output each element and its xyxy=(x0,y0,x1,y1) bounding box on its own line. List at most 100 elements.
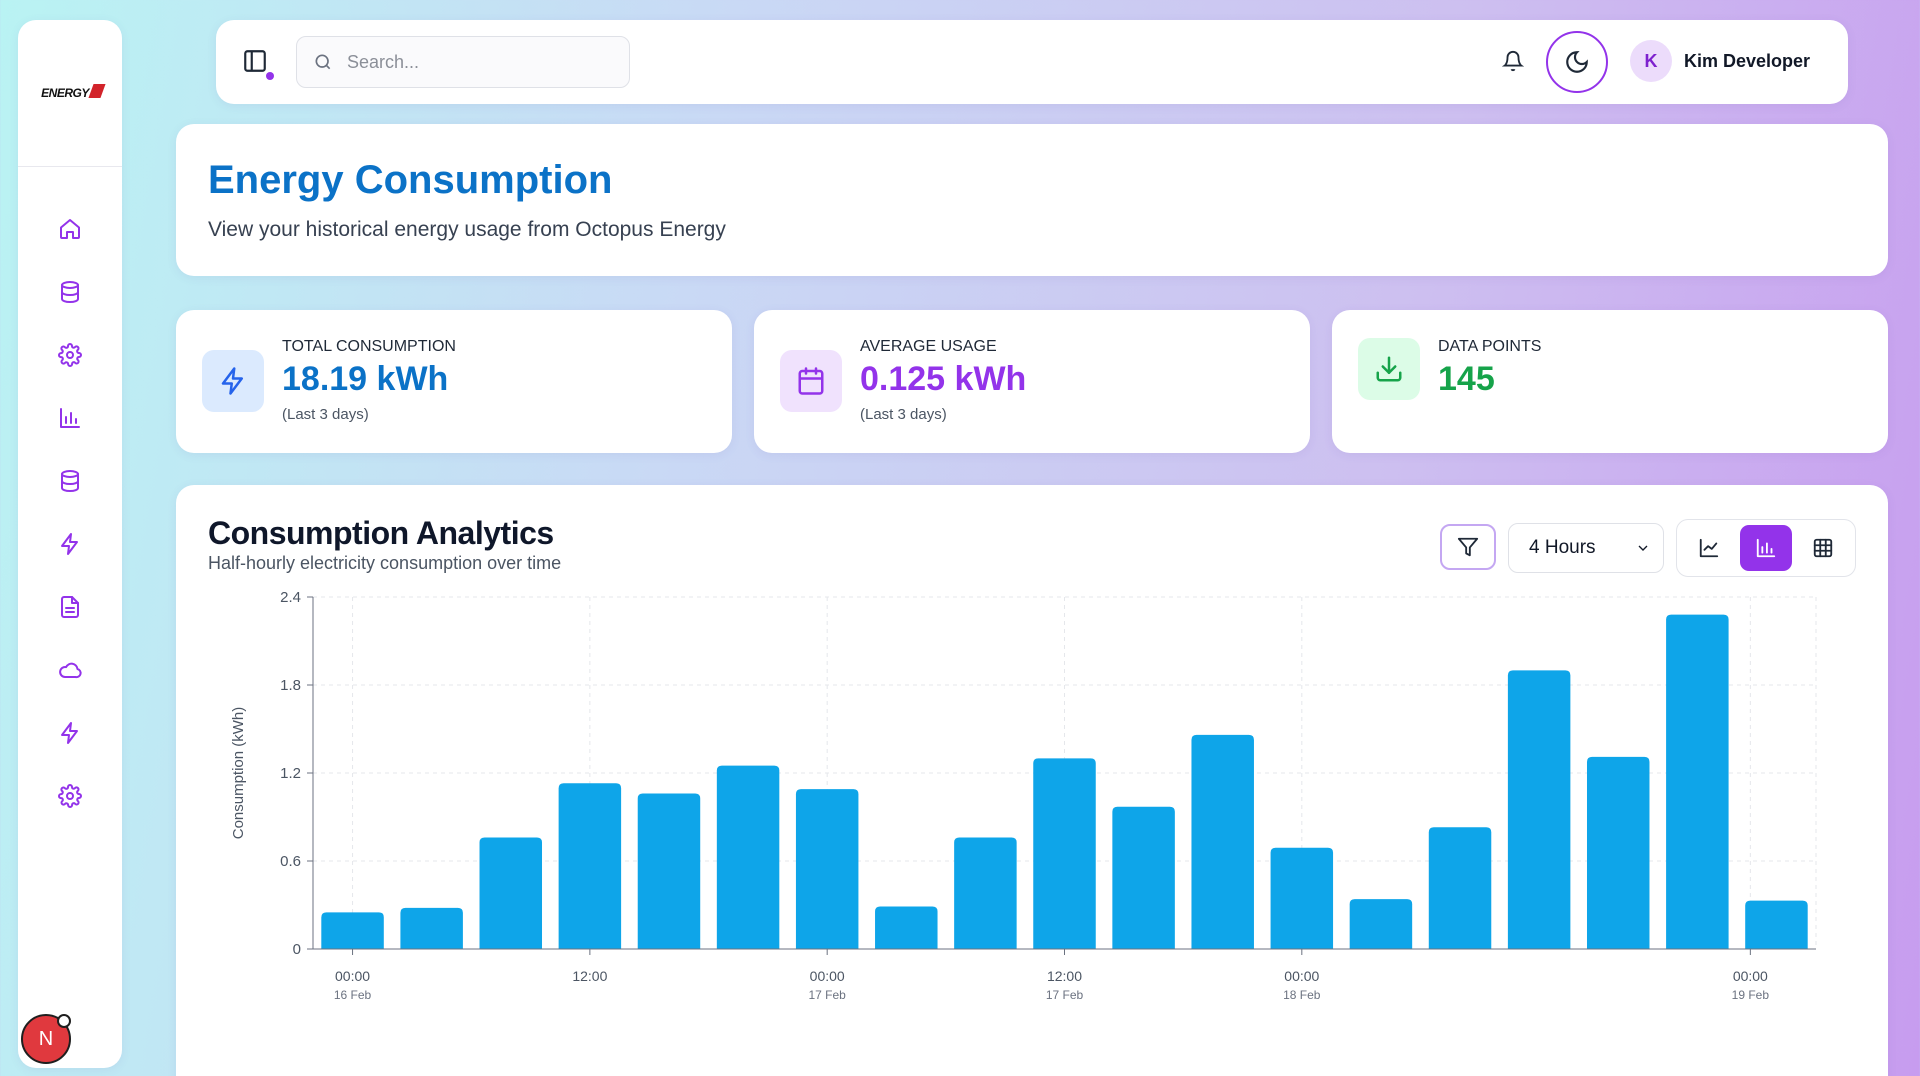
chevron-down-icon xyxy=(1635,540,1651,556)
chart-bar xyxy=(795,789,859,949)
chart-bar xyxy=(1191,734,1254,949)
user-name: Kim Developer xyxy=(1684,50,1811,71)
y-tick-label: 0 xyxy=(293,941,301,958)
chart-bar xyxy=(1586,756,1650,949)
stat-value: 0.125 kWh xyxy=(860,360,1027,398)
sidebar-toggle-button[interactable] xyxy=(242,48,274,80)
sidebar-item-home[interactable] xyxy=(18,197,122,260)
status-dot xyxy=(266,72,274,80)
notifications-button[interactable] xyxy=(1501,50,1526,74)
avatar: K xyxy=(1630,40,1672,82)
x-tick-label: 12:00 xyxy=(1047,968,1082,984)
devtools-badge[interactable]: N xyxy=(21,1014,71,1064)
stat-icon-box xyxy=(780,350,842,412)
y-axis-label: Consumption (kWh) xyxy=(230,707,247,840)
stat-label: DATA POINTS xyxy=(1438,338,1542,355)
analytics-card: Consumption Analytics Half-hourly electr… xyxy=(176,485,1888,1076)
stat-card-average-usage: AVERAGE USAGE 0.125 kWh (Last 3 days) xyxy=(754,310,1310,453)
page-title: Energy Consumption xyxy=(208,158,613,202)
page-subtitle: View your historical energy usage from O… xyxy=(208,218,726,241)
y-tick-label: 2.4 xyxy=(280,589,301,606)
line-chart-view-button[interactable] xyxy=(1683,525,1734,571)
gear-icon xyxy=(58,783,82,808)
x-tick-date-label: 18 Feb xyxy=(1283,988,1321,1002)
chart-bar xyxy=(558,783,622,949)
stat-icon-box xyxy=(1358,338,1420,400)
notification-dot xyxy=(57,1014,71,1028)
user-menu[interactable]: K Kim Developer xyxy=(1630,40,1810,82)
chart-bar xyxy=(716,765,780,949)
lightning-icon xyxy=(61,532,78,555)
x-tick-label: 00:00 xyxy=(1733,968,1768,984)
chart-bar xyxy=(1666,614,1729,949)
sidebar: ENERGY xyxy=(18,20,122,1068)
stat-label: TOTAL CONSUMPTION xyxy=(282,338,456,355)
stat-card-total-consumption: TOTAL CONSUMPTION 18.19 kWh (Last 3 days… xyxy=(176,310,732,453)
database-icon xyxy=(61,469,79,492)
filter-button[interactable] xyxy=(1440,524,1496,570)
x-tick-label: 12:00 xyxy=(572,968,607,984)
table-view-button[interactable] xyxy=(1798,525,1849,571)
time-range-value: 4 Hours xyxy=(1529,537,1596,558)
analytics-title: Consumption Analytics xyxy=(208,515,554,551)
x-tick-label: 00:00 xyxy=(1284,968,1319,984)
bar-chart-icon xyxy=(1756,538,1776,558)
chart-bar xyxy=(875,906,938,949)
y-tick-label: 0.6 xyxy=(280,853,301,870)
sidebar-item-documents[interactable] xyxy=(18,575,122,638)
x-tick-date-label: 19 Feb xyxy=(1732,988,1770,1002)
chart-bar xyxy=(1033,758,1096,949)
sidebar-item-energy[interactable] xyxy=(18,512,122,575)
sidebar-item-analytics[interactable] xyxy=(18,386,122,449)
stat-note: (Last 3 days) xyxy=(860,406,947,423)
stat-label: AVERAGE USAGE xyxy=(860,338,997,355)
search-input[interactable] xyxy=(347,51,607,73)
consumption-bar-chart: 0 0.6 1.2 1.8 2.4 00:00 16 Feb 12:00 00:00 17 Feb… xyxy=(230,589,1817,1002)
home-icon xyxy=(60,218,80,239)
y-tick-label: 1.2 xyxy=(280,765,301,782)
chart-bar xyxy=(1507,670,1571,949)
sidebar-item-database[interactable] xyxy=(18,260,122,323)
x-tick-label: 00:00 xyxy=(810,968,845,984)
chart-bar xyxy=(637,793,701,949)
chart-bar xyxy=(1112,806,1175,949)
x-tick-date-label: 17 Feb xyxy=(1046,988,1084,1002)
x-tick-date-label: 16 Feb xyxy=(334,988,372,1002)
y-tick-label: 1.8 xyxy=(280,677,301,694)
devtools-badge-label: N xyxy=(38,1027,54,1050)
sidebar-nav xyxy=(18,167,122,827)
sidebar-item-data[interactable] xyxy=(18,449,122,512)
search-icon xyxy=(315,54,331,70)
download-icon xyxy=(1376,356,1402,382)
chart-view-toggle xyxy=(1676,519,1856,577)
sidebar-item-preferences[interactable] xyxy=(18,764,122,827)
chart-bar xyxy=(479,837,543,949)
logo-area: ENERGY xyxy=(18,20,122,167)
lightning-icon xyxy=(61,721,78,744)
stat-card-data-points: DATA POINTS 145 xyxy=(1332,310,1888,453)
topbar: K Kim Developer xyxy=(216,20,1848,104)
stat-value: 18.19 kWh xyxy=(282,360,449,398)
table-icon xyxy=(1814,538,1833,558)
x-tick-date-label: 17 Feb xyxy=(809,988,847,1002)
chart-bar xyxy=(1349,899,1413,949)
bar-chart-view-button[interactable] xyxy=(1740,525,1792,571)
gear-icon xyxy=(58,342,82,367)
sidebar-item-settings[interactable] xyxy=(18,323,122,386)
page-header: Energy Consumption View your historical … xyxy=(176,124,1888,276)
theme-toggle-button[interactable] xyxy=(1546,31,1608,93)
sidebar-item-cloud[interactable] xyxy=(18,638,122,701)
search-box[interactable] xyxy=(296,36,630,88)
cloud-icon xyxy=(59,662,82,678)
sidebar-item-power[interactable] xyxy=(18,701,122,764)
moon-icon xyxy=(1566,51,1588,73)
chart-bar xyxy=(1270,847,1334,949)
chart-bar xyxy=(1745,900,1808,949)
document-icon xyxy=(61,595,79,618)
chart-bar xyxy=(321,912,384,949)
stat-note: (Last 3 days) xyxy=(282,406,369,423)
filter-icon xyxy=(1457,537,1479,557)
panel-left-icon xyxy=(244,50,266,72)
time-range-select[interactable]: 4 Hours xyxy=(1508,523,1664,573)
app-logo[interactable]: ENERGY xyxy=(41,84,106,100)
